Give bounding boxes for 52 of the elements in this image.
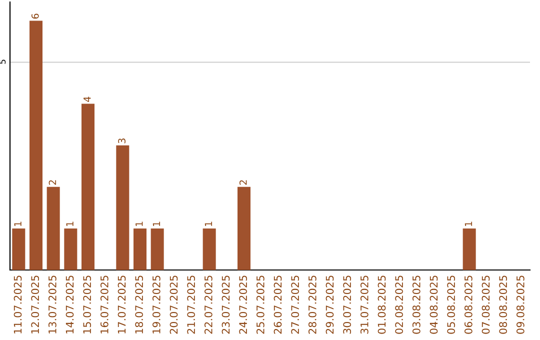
bar bbox=[82, 104, 94, 270]
x-tick-label: 12.07.2025 bbox=[31, 276, 40, 334]
x-tick-label: 24.07.2025 bbox=[239, 276, 248, 334]
x-tick-label: 18.07.2025 bbox=[135, 276, 144, 334]
bar bbox=[462, 228, 476, 270]
data-label: 6 bbox=[31, 14, 39, 19]
x-tick-label: 23.07.2025 bbox=[222, 276, 230, 334]
x-tick-label: 25.07.2025 bbox=[256, 276, 264, 334]
data-label: 2 bbox=[48, 180, 56, 185]
bar bbox=[30, 20, 42, 270]
x-tick-label: 11.07.2025 bbox=[14, 276, 22, 334]
data-label: 3 bbox=[118, 138, 126, 144]
x-tick-label: 28.07.2025 bbox=[308, 276, 316, 334]
bar bbox=[116, 145, 130, 270]
data-label: 4 bbox=[84, 96, 91, 102]
data-label: 1 bbox=[464, 222, 472, 226]
bar bbox=[238, 186, 250, 270]
bar bbox=[202, 228, 216, 270]
x-tick-label: 01.08.2025 bbox=[378, 276, 386, 334]
x-tick-label: 31.07.2025 bbox=[360, 276, 368, 334]
x-tick-label: 22.07.2025 bbox=[204, 276, 212, 334]
x-tick-label: 30.07.2025 bbox=[343, 276, 352, 334]
x-tick-label: 19.07.2025 bbox=[152, 276, 160, 334]
bar bbox=[64, 228, 78, 270]
x-tick-label: 17.07.2025 bbox=[118, 276, 126, 334]
data-label: 1 bbox=[14, 222, 22, 226]
x-tick-label: 26.07.2025 bbox=[274, 276, 282, 334]
x-tick-label: 08.08.2025 bbox=[499, 276, 508, 334]
x-tick-label: 06.08.2025 bbox=[464, 276, 472, 334]
x-tick-label: 05.08.2025 bbox=[447, 276, 456, 334]
x-tick-label: 07.08.2025 bbox=[482, 276, 490, 334]
bar bbox=[134, 228, 146, 270]
x-tick-label: 09.08.2025 bbox=[516, 276, 524, 334]
data-label: 1 bbox=[152, 222, 160, 226]
x-tick-label: 27.07.2025 bbox=[291, 276, 300, 334]
x-tick-label: 21.07.2025 bbox=[187, 276, 196, 334]
x-tick-label: 29.07.2025 bbox=[326, 276, 334, 334]
x-tick-label: 20.07.2025 bbox=[170, 276, 178, 334]
x-tick-label: 14.07.2025 bbox=[66, 276, 74, 334]
x-tick-label: 16.07.2025 bbox=[100, 276, 108, 334]
x-tick-label: 03.08.2025 bbox=[412, 276, 420, 334]
x-tick-label: 02.08.2025 bbox=[395, 276, 404, 334]
data-label: 1 bbox=[136, 222, 143, 226]
x-tick-label: 13.07.2025 bbox=[48, 276, 56, 334]
data-label: 1 bbox=[66, 222, 74, 226]
x-tick-label: 04.08.2025 bbox=[430, 276, 438, 334]
data-label: 2 bbox=[239, 180, 247, 185]
x-tick-label: 15.07.2025 bbox=[83, 276, 92, 334]
bar bbox=[12, 228, 26, 270]
bar bbox=[150, 228, 164, 270]
data-label: 1 bbox=[204, 222, 212, 226]
bar bbox=[46, 186, 60, 270]
